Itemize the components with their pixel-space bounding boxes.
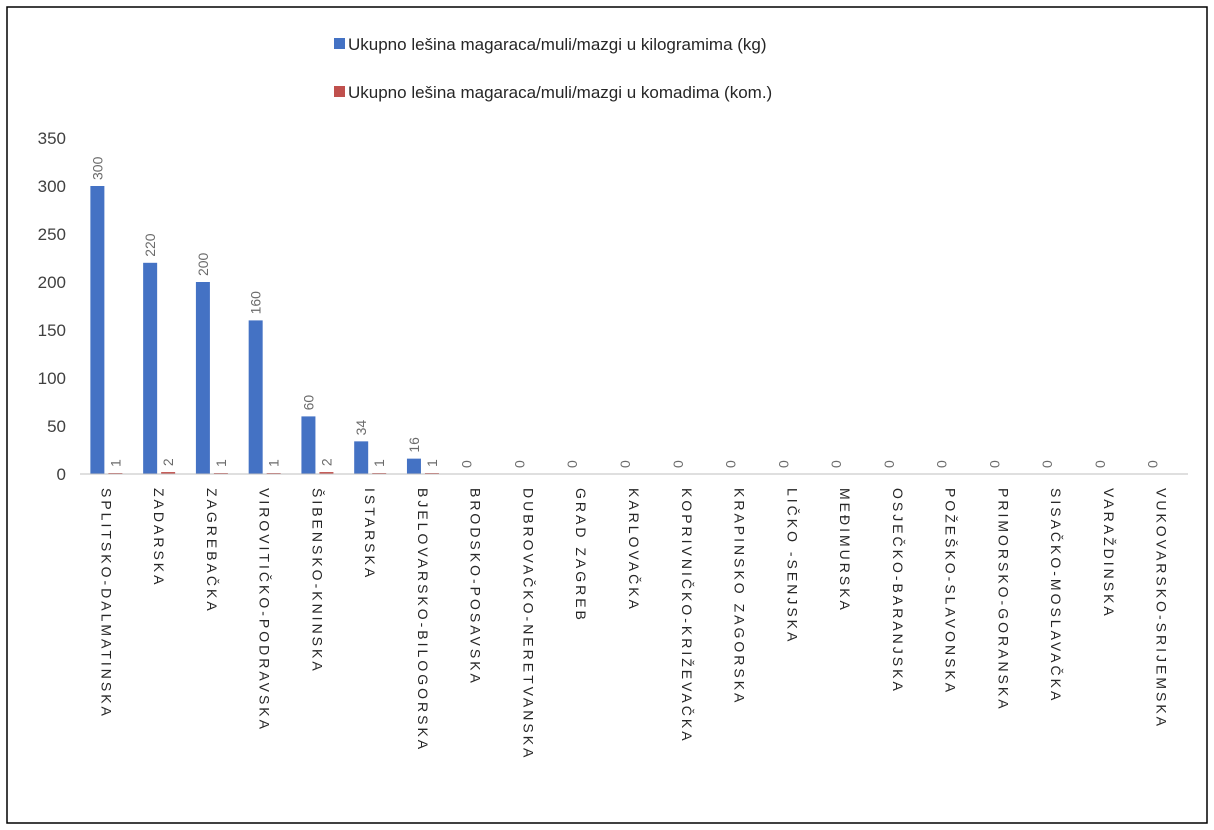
x-tick-label: BJELOVARSKO-BILOGORSKA bbox=[415, 488, 431, 752]
bar-kg bbox=[143, 262, 158, 474]
bar-kg bbox=[195, 282, 210, 474]
bar-kom bbox=[319, 472, 334, 474]
bar-kg bbox=[406, 458, 421, 474]
data-label-kg: 0 bbox=[1145, 460, 1161, 468]
data-label-kg: 220 bbox=[142, 233, 158, 257]
y-axis: 0 50 100 150 200 250 300 350 bbox=[38, 129, 66, 484]
bar-kg bbox=[90, 186, 105, 474]
y-tick-label: 300 bbox=[38, 177, 66, 196]
bar-kom bbox=[161, 472, 176, 474]
y-tick-label: 0 bbox=[57, 465, 66, 484]
x-tick-label: VARAŽDINSKA bbox=[1101, 488, 1117, 619]
x-tick-label: ZAGREBAČKA bbox=[204, 488, 220, 614]
legend-label-kg: Ukupno lešina magaraca/muli/mazgi u kilo… bbox=[348, 35, 767, 54]
data-label-kom: 1 bbox=[213, 459, 229, 467]
x-axis: SPLITSKO-DALMATINSKA ZADARSKA ZAGREBAČKA VI… bbox=[80, 473, 1188, 760]
x-tick-label: BRODSKO-POSAVSKA bbox=[468, 488, 484, 686]
data-label-kom: 1 bbox=[266, 459, 282, 467]
y-tick-label: 200 bbox=[38, 273, 66, 292]
x-tick-label: LIČKO -SENJSKA bbox=[784, 488, 800, 644]
data-label-kg: 0 bbox=[828, 460, 844, 468]
bar-kg bbox=[301, 416, 316, 474]
data-label-kg: 0 bbox=[723, 460, 739, 468]
data-label-kom: 1 bbox=[424, 459, 440, 467]
data-label-kg: 0 bbox=[986, 460, 1002, 468]
data-label-kg: 0 bbox=[1092, 460, 1108, 468]
x-tick-label: VIROVITIČKO-PODRAVSKA bbox=[257, 488, 273, 732]
bar-kg bbox=[354, 441, 369, 474]
legend-swatch-kg bbox=[334, 38, 345, 49]
data-label-kg: 0 bbox=[775, 460, 791, 468]
data-label-kg: 16 bbox=[406, 437, 422, 453]
x-tick-label: POŽEŠKO-SLAVONSKA bbox=[943, 488, 959, 695]
y-tick-label: 250 bbox=[38, 225, 66, 244]
data-label-kom: 1 bbox=[371, 459, 387, 467]
data-label-kg: 0 bbox=[459, 460, 475, 468]
data-label-kg: 34 bbox=[353, 420, 369, 436]
x-tick-label: MEĐIMURSKA bbox=[837, 488, 853, 613]
data-label-kg: 0 bbox=[511, 460, 527, 468]
data-label-kom: 2 bbox=[160, 458, 176, 466]
x-tick-label: DUBROVAČKO-NERETVANSKA bbox=[520, 488, 536, 760]
data-label-kg: 0 bbox=[1039, 460, 1055, 468]
y-tick-label: 100 bbox=[38, 369, 66, 388]
legend-label-kom: Ukupno lešina magaraca/muli/mazgi u koma… bbox=[348, 83, 772, 102]
data-label-kg: 0 bbox=[617, 460, 633, 468]
data-label-kom: 1 bbox=[107, 459, 123, 467]
data-label-kom: 2 bbox=[318, 458, 334, 466]
x-tick-label: VUKOVARSKO-SRIJEMSKA bbox=[1154, 488, 1170, 729]
data-label-kg: 200 bbox=[195, 252, 211, 276]
x-tick-label: ISTARSKA bbox=[362, 488, 378, 580]
chart-border bbox=[6, 6, 1208, 824]
x-tick-label: SPLITSKO-DALMATINSKA bbox=[98, 488, 114, 719]
bars bbox=[90, 186, 439, 474]
legend: Ukupno lešina magaraca/muli/mazgi u kilo… bbox=[334, 35, 772, 102]
data-label-kg: 300 bbox=[89, 156, 105, 180]
x-tick-label: ZADARSKA bbox=[151, 488, 167, 587]
x-tick-label: KARLOVAČKA bbox=[626, 488, 642, 612]
x-tick-label: GRAD ZAGREB bbox=[573, 488, 589, 623]
y-tick-label: 150 bbox=[38, 321, 66, 340]
data-label-kg: 0 bbox=[881, 460, 897, 468]
x-tick-label: KRAPINSKO ZAGORSKA bbox=[732, 488, 748, 705]
x-tick-label: OSJEČKO-BARANJSKA bbox=[890, 488, 906, 694]
x-tick-label: SISAČKO-MOSLAVAČKA bbox=[1048, 488, 1064, 703]
data-label-kg: 0 bbox=[934, 460, 950, 468]
x-tick-label: ŠIBENSKO-KNINSKA bbox=[309, 488, 325, 674]
y-tick-label: 350 bbox=[38, 129, 66, 148]
legend-swatch-kom bbox=[334, 86, 345, 97]
data-label-kg: 160 bbox=[248, 291, 264, 315]
data-label-kg: 0 bbox=[670, 460, 686, 468]
data-label-kg: 0 bbox=[564, 460, 580, 468]
x-tick-label: KOPRIVNIČKO-KRIŽEVAČKA bbox=[679, 488, 695, 744]
bar-kg bbox=[248, 320, 263, 474]
x-tick-label: PRIMORSKO-GORANSKA bbox=[995, 488, 1011, 712]
y-tick-label: 50 bbox=[47, 417, 66, 436]
data-label-kg: 60 bbox=[300, 395, 316, 411]
